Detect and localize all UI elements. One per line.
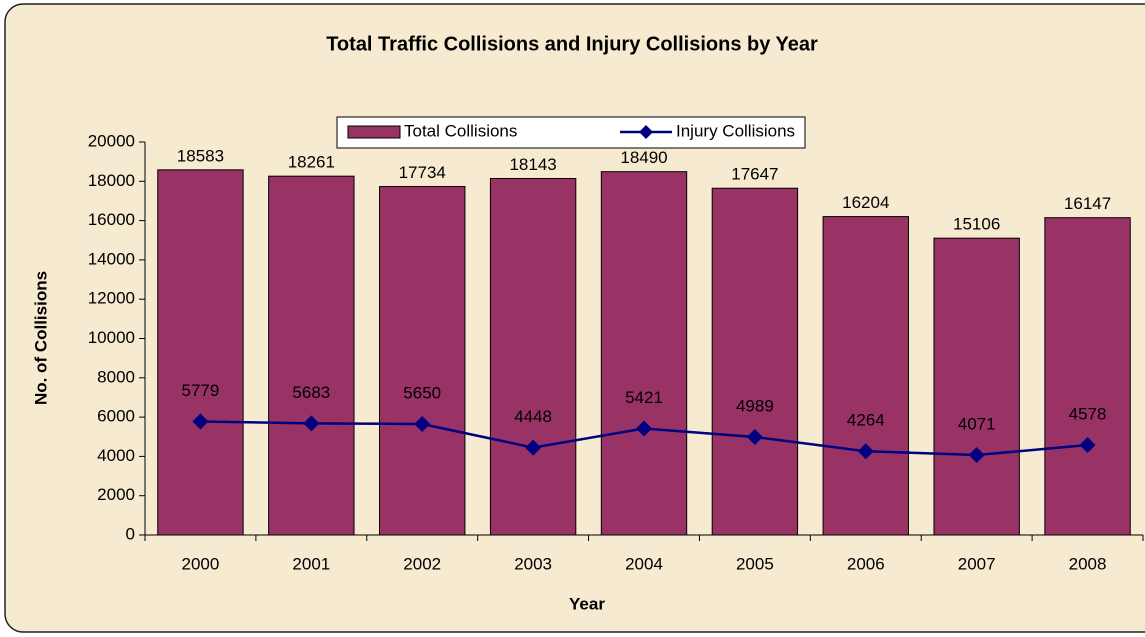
bar — [157, 169, 244, 536]
y-axis-title: No. of Collisions — [31, 271, 50, 405]
bar-value-label: 18583 — [177, 146, 224, 165]
bar — [822, 216, 909, 536]
y-tick-label: 8000 — [97, 367, 135, 386]
line-marker — [414, 415, 431, 432]
line-marker — [192, 413, 209, 430]
x-tick-label: 2001 — [292, 554, 330, 573]
bar-value-label: 16204 — [842, 193, 889, 212]
chart-title: Total Traffic Collisions and Injury Coll… — [326, 33, 818, 55]
y-tick-label: 16000 — [88, 210, 135, 229]
y-tick-label: 10000 — [88, 328, 135, 347]
bar-value-label: 18143 — [509, 155, 556, 174]
bar-value-label: 16147 — [1064, 194, 1111, 213]
y-tick-label: 18000 — [88, 171, 135, 190]
line-value-label: 4071 — [958, 414, 996, 433]
x-tick-label: 2004 — [625, 554, 663, 573]
y-tick-label: 14000 — [88, 249, 135, 268]
bar-value-label: 17647 — [731, 165, 778, 184]
x-tick-label: 2007 — [958, 554, 996, 573]
y-tick-label: 20000 — [88, 131, 135, 150]
x-tick-label: 2005 — [736, 554, 774, 573]
bar — [379, 186, 466, 536]
y-tick-label: 6000 — [97, 407, 135, 426]
line-marker — [636, 420, 652, 437]
line-value-label: 5779 — [182, 381, 220, 400]
legend-box — [336, 116, 806, 149]
legend-marker — [639, 125, 653, 139]
x-axis-title: Year — [569, 594, 605, 613]
line-value-label: 5421 — [625, 388, 663, 407]
bar — [600, 171, 688, 536]
y-tick-label: 0 — [126, 524, 135, 543]
line-value-label: 4448 — [514, 407, 552, 426]
line-value-label: 5683 — [292, 383, 330, 402]
line-marker — [857, 443, 874, 460]
y-tick-label: 12000 — [88, 289, 135, 308]
x-tick-label: 2002 — [403, 554, 441, 573]
bar-value-label: 18490 — [620, 148, 667, 167]
line-marker — [968, 447, 985, 464]
line-marker — [525, 439, 542, 456]
legend-label: Injury Collisions — [676, 121, 795, 140]
bar-value-label: 17734 — [399, 163, 446, 182]
line-marker — [746, 428, 763, 445]
x-tick-label: 2003 — [514, 554, 552, 573]
line-marker — [1079, 437, 1096, 454]
x-tick-label: 2008 — [1069, 554, 1107, 573]
line-marker — [303, 415, 320, 432]
y-tick-label: 4000 — [97, 446, 135, 465]
line-value-label: 4578 — [1069, 405, 1107, 424]
bar — [268, 175, 355, 536]
line-value-label: 4989 — [736, 396, 774, 415]
x-tick-label: 2006 — [847, 554, 885, 573]
bar-value-label: 15106 — [953, 215, 1000, 234]
bar — [1044, 217, 1131, 536]
line-value-label: 5650 — [403, 383, 441, 402]
bar-value-label: 18261 — [288, 153, 335, 172]
x-tick-label: 2000 — [182, 554, 220, 573]
bar — [711, 187, 799, 536]
y-tick-label: 2000 — [97, 485, 135, 504]
legend-swatch — [347, 125, 401, 139]
bar — [489, 177, 577, 536]
line-value-label: 4264 — [847, 411, 885, 430]
bar — [933, 237, 1020, 536]
legend-label: Total Collisions — [404, 121, 517, 140]
